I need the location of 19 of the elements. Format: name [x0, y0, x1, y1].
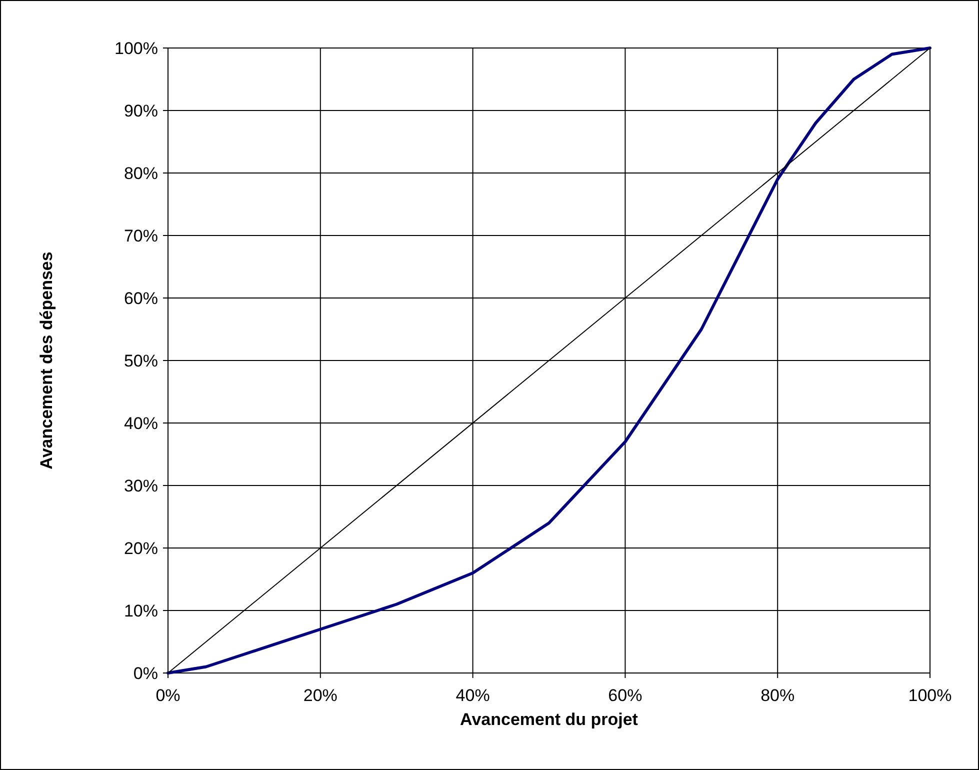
y-tick-label: 80% — [124, 164, 158, 183]
y-axis-title: Avancement des dépenses — [37, 252, 56, 470]
x-tick-label: 20% — [303, 686, 338, 705]
y-tick-label: 40% — [124, 414, 158, 433]
y-tick-label: 0% — [133, 664, 158, 683]
x-tick-label: 60% — [608, 686, 642, 705]
y-tick-label: 50% — [124, 351, 158, 370]
y-tick-label: 90% — [124, 101, 158, 120]
y-tick-label: 60% — [124, 288, 158, 308]
x-tick-label: 40% — [456, 686, 490, 705]
y-tick-label: 70% — [124, 226, 158, 246]
x-tick-label: 100% — [908, 686, 952, 705]
x-tick-label: 0% — [156, 686, 180, 705]
y-tick-label: 10% — [124, 601, 158, 620]
x-axis-title: Avancement du projet — [460, 710, 638, 729]
y-tick-label: 30% — [124, 476, 158, 496]
x-tick-label: 80% — [760, 686, 795, 705]
y-tick-label: 100% — [114, 38, 158, 58]
y-tick-label: 20% — [124, 538, 158, 558]
